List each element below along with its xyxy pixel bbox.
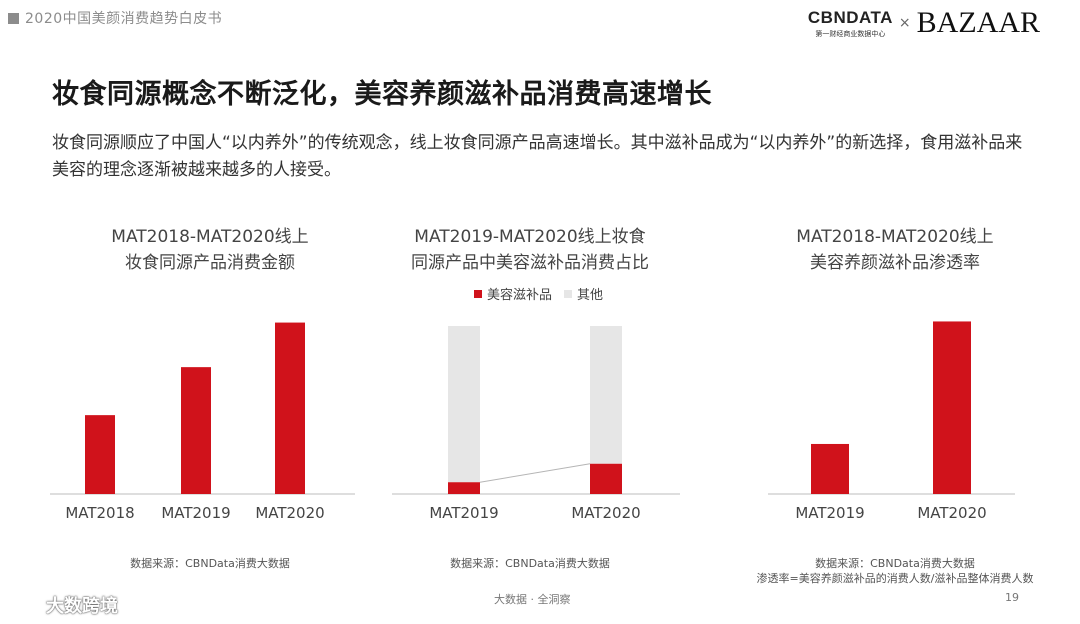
chart2-connector-line — [479, 463, 591, 483]
watermark-text: 大数跨境 — [46, 596, 118, 617]
chart3-source-line2: 渗透率=美容养颜滋补品的消费人数/滋补品整体消费人数 — [756, 572, 1034, 585]
watermark-brand: 大数跨境 — [8, 592, 118, 618]
cbndata-logo-text: CBNDATA — [807, 7, 893, 27]
chart3-tick-label-mat2019: MAT2019 — [795, 504, 864, 522]
chart3-title-line1: MAT2018-MAT2020线上 — [796, 227, 994, 247]
legend-item-other: 其他 — [564, 284, 603, 303]
chart2-title: MAT2019-MAT2020线上妆食 同源产品中美容滋补品消费占比 — [380, 224, 680, 276]
bazaar-logo: BAZAAR — [916, 6, 1040, 39]
chart2-bar-other-mat2020 — [590, 326, 622, 464]
cbndata-logo: CBNDATA 第一财经商业数据中心 — [808, 8, 893, 39]
report-tag-square-icon — [8, 12, 19, 24]
chart1-bar-mat2020 — [275, 322, 305, 494]
chart3-tick-label-mat2020: MAT2020 — [917, 504, 986, 522]
chart1-title-line2: 妆食同源产品消费金额 — [125, 253, 295, 273]
page-number: 19 — [1005, 591, 1019, 604]
report-title: 2020中国美颜消费趋势白皮书 — [25, 11, 223, 27]
chart2-source: 数据来源：CBNData消费大数据 — [450, 557, 610, 570]
chart3-title-line2: 美容养颜滋补品渗透率 — [810, 253, 980, 273]
chart1-title: MAT2018-MAT2020线上 妆食同源产品消费金额 — [60, 224, 360, 276]
chart1-tick-label-mat2019: MAT2019 — [161, 504, 230, 522]
chart2-title-line1: MAT2019-MAT2020线上妆食 — [414, 227, 646, 247]
legend-swatch-red — [474, 289, 482, 298]
page-description: 妆食同源顺应了中国人“以内养外”的传统观念，线上妆食同源产品高速增长。其中滋补品… — [52, 133, 1023, 180]
chart2-legend: 美容滋补品 其他 — [474, 284, 615, 303]
legend-item-beauty-tonic: 美容滋补品 — [474, 284, 552, 303]
chart1-title-line1: MAT2018-MAT2020线上 — [111, 227, 309, 247]
legend-swatch-gray — [564, 289, 573, 298]
legend-label-beauty-tonic: 美容滋补品 — [487, 288, 553, 303]
brand-separator: × — [898, 15, 911, 31]
chart3-source: 数据来源：CBNData消费大数据 渗透率=美容养颜滋补品的消费人数/滋补品整体… — [710, 556, 1080, 586]
legend-label-other: 其他 — [577, 288, 604, 303]
chart3-bar-mat2020 — [933, 321, 971, 494]
chart1-tick-label-mat2018: MAT2018 — [65, 504, 134, 522]
chart2-bar-beauty-mat2020 — [590, 463, 622, 494]
chart1-bar-mat2018 — [85, 415, 115, 494]
chart3-bar-mat2019 — [811, 443, 849, 494]
chart2-tick-label-mat2020: MAT2020 — [571, 504, 640, 522]
chart1-bar-mat2019 — [181, 367, 211, 494]
footer-tagline: 大数据 · 全洞察 — [494, 593, 571, 606]
chart1-tick-label-mat2020: MAT2020 — [255, 504, 324, 522]
chart3-title: MAT2018-MAT2020线上 美容养颜滋补品渗透率 — [735, 224, 1055, 276]
brand-logos: CBNDATA 第一财经商业数据中心 × BAZAAR — [808, 6, 1040, 40]
report-tag: 2020中国美颜消费趋势白皮书 — [8, 8, 222, 28]
cbndata-logo-subtext: 第一财经商业数据中心 — [815, 29, 886, 38]
chart2-bar-beauty-mat2019 — [448, 482, 480, 494]
chart2-bar-other-mat2019 — [448, 326, 480, 483]
page-title: 妆食同源概念不断泛化，美容养颜滋补品消费高速增长 — [52, 79, 712, 110]
chart2-tick-label-mat2019: MAT2019 — [429, 504, 498, 522]
chart1-source: 数据来源：CBNData消费大数据 — [130, 557, 290, 570]
chart2-title-line2: 同源产品中美容滋补品消费占比 — [411, 253, 649, 273]
chart3-source-line1: 数据来源：CBNData消费大数据 — [815, 557, 975, 570]
watermark-logo-icon — [9, 596, 34, 611]
